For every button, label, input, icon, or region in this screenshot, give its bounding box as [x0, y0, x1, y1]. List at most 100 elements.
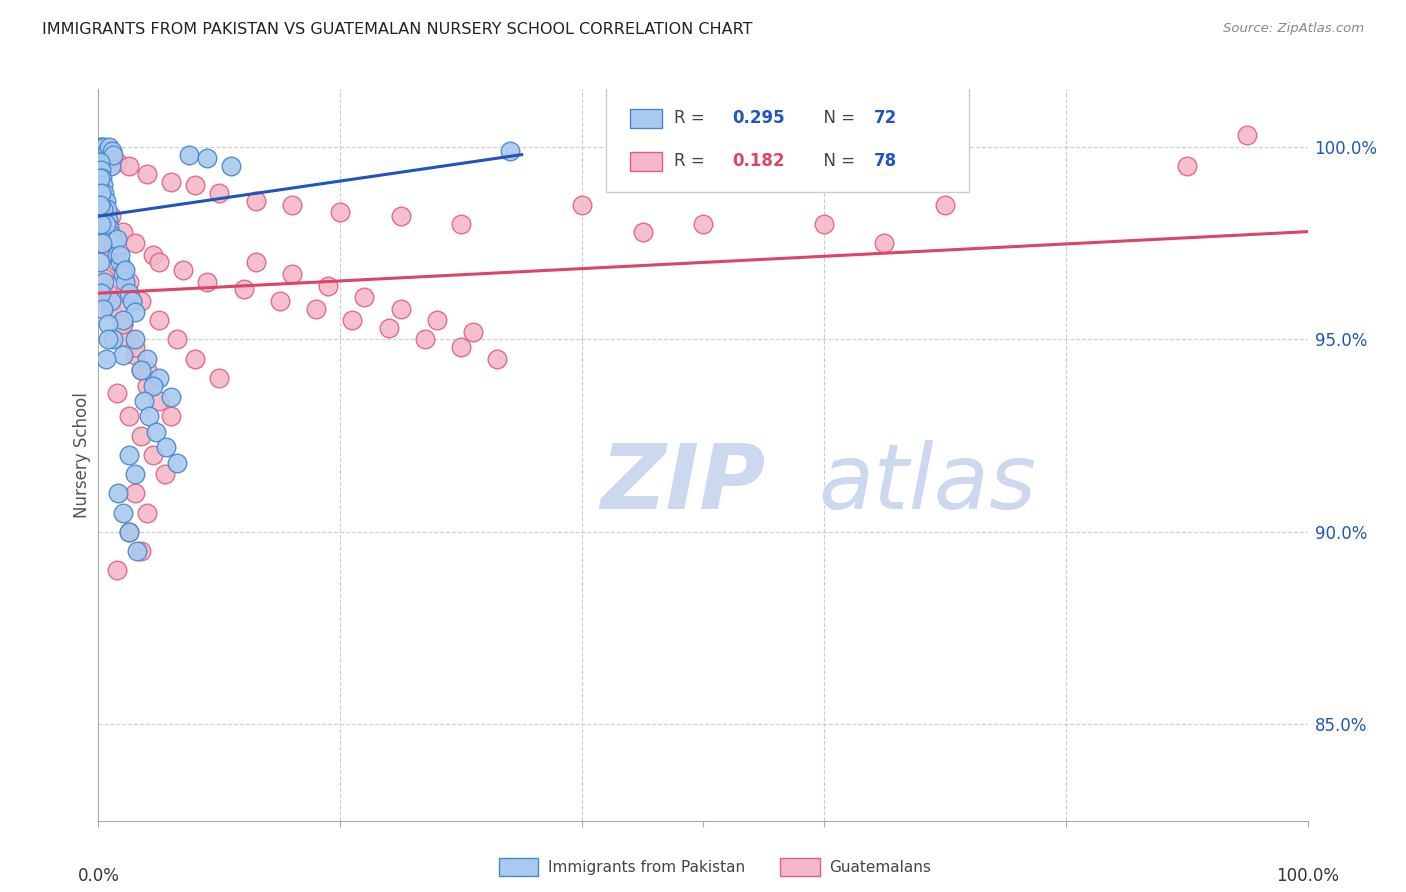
- Point: [111, 313, 134, 327]
- Point: [221, 159, 243, 173]
- Text: IMMIGRANTS FROM PAKISTAN VS GUATEMALAN NURSERY SCHOOL CORRELATION CHART: IMMIGRANTS FROM PAKISTAN VS GUATEMALAN N…: [42, 22, 752, 37]
- Point: [179, 147, 201, 161]
- Point: [108, 255, 131, 269]
- Text: N =: N =: [813, 110, 860, 128]
- Point: [148, 371, 170, 385]
- Point: [281, 267, 304, 281]
- Point: [129, 363, 152, 377]
- Point: [91, 202, 114, 216]
- Point: [118, 286, 141, 301]
- Text: N =: N =: [813, 153, 860, 170]
- Point: [450, 217, 472, 231]
- Point: [91, 152, 114, 166]
- Point: [129, 428, 152, 442]
- Point: [135, 167, 157, 181]
- Point: [134, 394, 156, 409]
- Point: [89, 140, 111, 154]
- Point: [160, 390, 183, 404]
- Point: [100, 301, 122, 316]
- Point: [124, 348, 146, 362]
- Point: [135, 363, 157, 377]
- Point: [813, 217, 835, 231]
- Point: [342, 313, 364, 327]
- Point: [93, 197, 115, 211]
- Point: [101, 244, 124, 258]
- Point: [94, 147, 117, 161]
- Point: [105, 563, 128, 577]
- Point: [114, 263, 136, 277]
- Point: [98, 220, 121, 235]
- Point: [426, 313, 449, 327]
- Point: [89, 170, 111, 185]
- Point: [135, 506, 157, 520]
- Point: [486, 351, 509, 366]
- Point: [498, 144, 520, 158]
- Point: [118, 159, 141, 173]
- Point: [90, 286, 112, 301]
- Point: [114, 275, 136, 289]
- Point: [90, 186, 112, 201]
- Point: [100, 293, 122, 308]
- Point: [96, 144, 118, 158]
- Point: [124, 236, 146, 251]
- Text: ZIP: ZIP: [600, 440, 765, 528]
- Point: [93, 186, 115, 201]
- Point: [100, 144, 122, 158]
- Point: [91, 140, 114, 154]
- Text: 100.0%: 100.0%: [1277, 867, 1339, 885]
- Y-axis label: Nursery School: Nursery School: [73, 392, 91, 518]
- Point: [245, 194, 267, 208]
- Point: [101, 236, 124, 251]
- Point: [97, 286, 120, 301]
- Point: [118, 448, 141, 462]
- Point: [89, 197, 111, 211]
- Point: [93, 147, 115, 161]
- Point: [127, 544, 149, 558]
- Point: [111, 263, 134, 277]
- Text: atlas: atlas: [818, 440, 1036, 528]
- Point: [142, 378, 165, 392]
- Point: [105, 155, 128, 169]
- Point: [90, 163, 112, 178]
- Point: [93, 140, 115, 154]
- Point: [111, 267, 134, 281]
- Point: [692, 217, 714, 231]
- Point: [631, 225, 654, 239]
- Point: [97, 213, 120, 227]
- Point: [1236, 128, 1258, 143]
- Point: [329, 205, 352, 219]
- Point: [377, 321, 399, 335]
- Point: [166, 333, 188, 347]
- Point: [463, 325, 485, 339]
- Point: [90, 147, 112, 161]
- Point: [118, 275, 141, 289]
- Point: [93, 236, 115, 251]
- Text: R =: R =: [673, 153, 710, 170]
- Point: [111, 506, 134, 520]
- Point: [91, 301, 114, 316]
- Point: [101, 147, 124, 161]
- Point: [100, 228, 122, 243]
- Point: [160, 409, 183, 424]
- Point: [101, 333, 124, 347]
- Point: [172, 263, 194, 277]
- Point: [124, 467, 146, 482]
- Point: [91, 236, 114, 251]
- Point: [93, 275, 115, 289]
- FancyBboxPatch shape: [630, 152, 662, 171]
- Point: [305, 301, 328, 316]
- Point: [269, 293, 291, 308]
- Point: [98, 140, 121, 154]
- Point: [105, 232, 128, 246]
- Point: [91, 170, 114, 185]
- Point: [90, 217, 112, 231]
- Point: [316, 278, 339, 293]
- Point: [100, 159, 122, 173]
- Point: [94, 217, 117, 231]
- Point: [148, 394, 170, 409]
- Point: [129, 363, 152, 377]
- Point: [93, 286, 115, 301]
- Point: [93, 270, 115, 285]
- Point: [166, 456, 188, 470]
- Text: Immigrants from Pakistan: Immigrants from Pakistan: [548, 861, 745, 875]
